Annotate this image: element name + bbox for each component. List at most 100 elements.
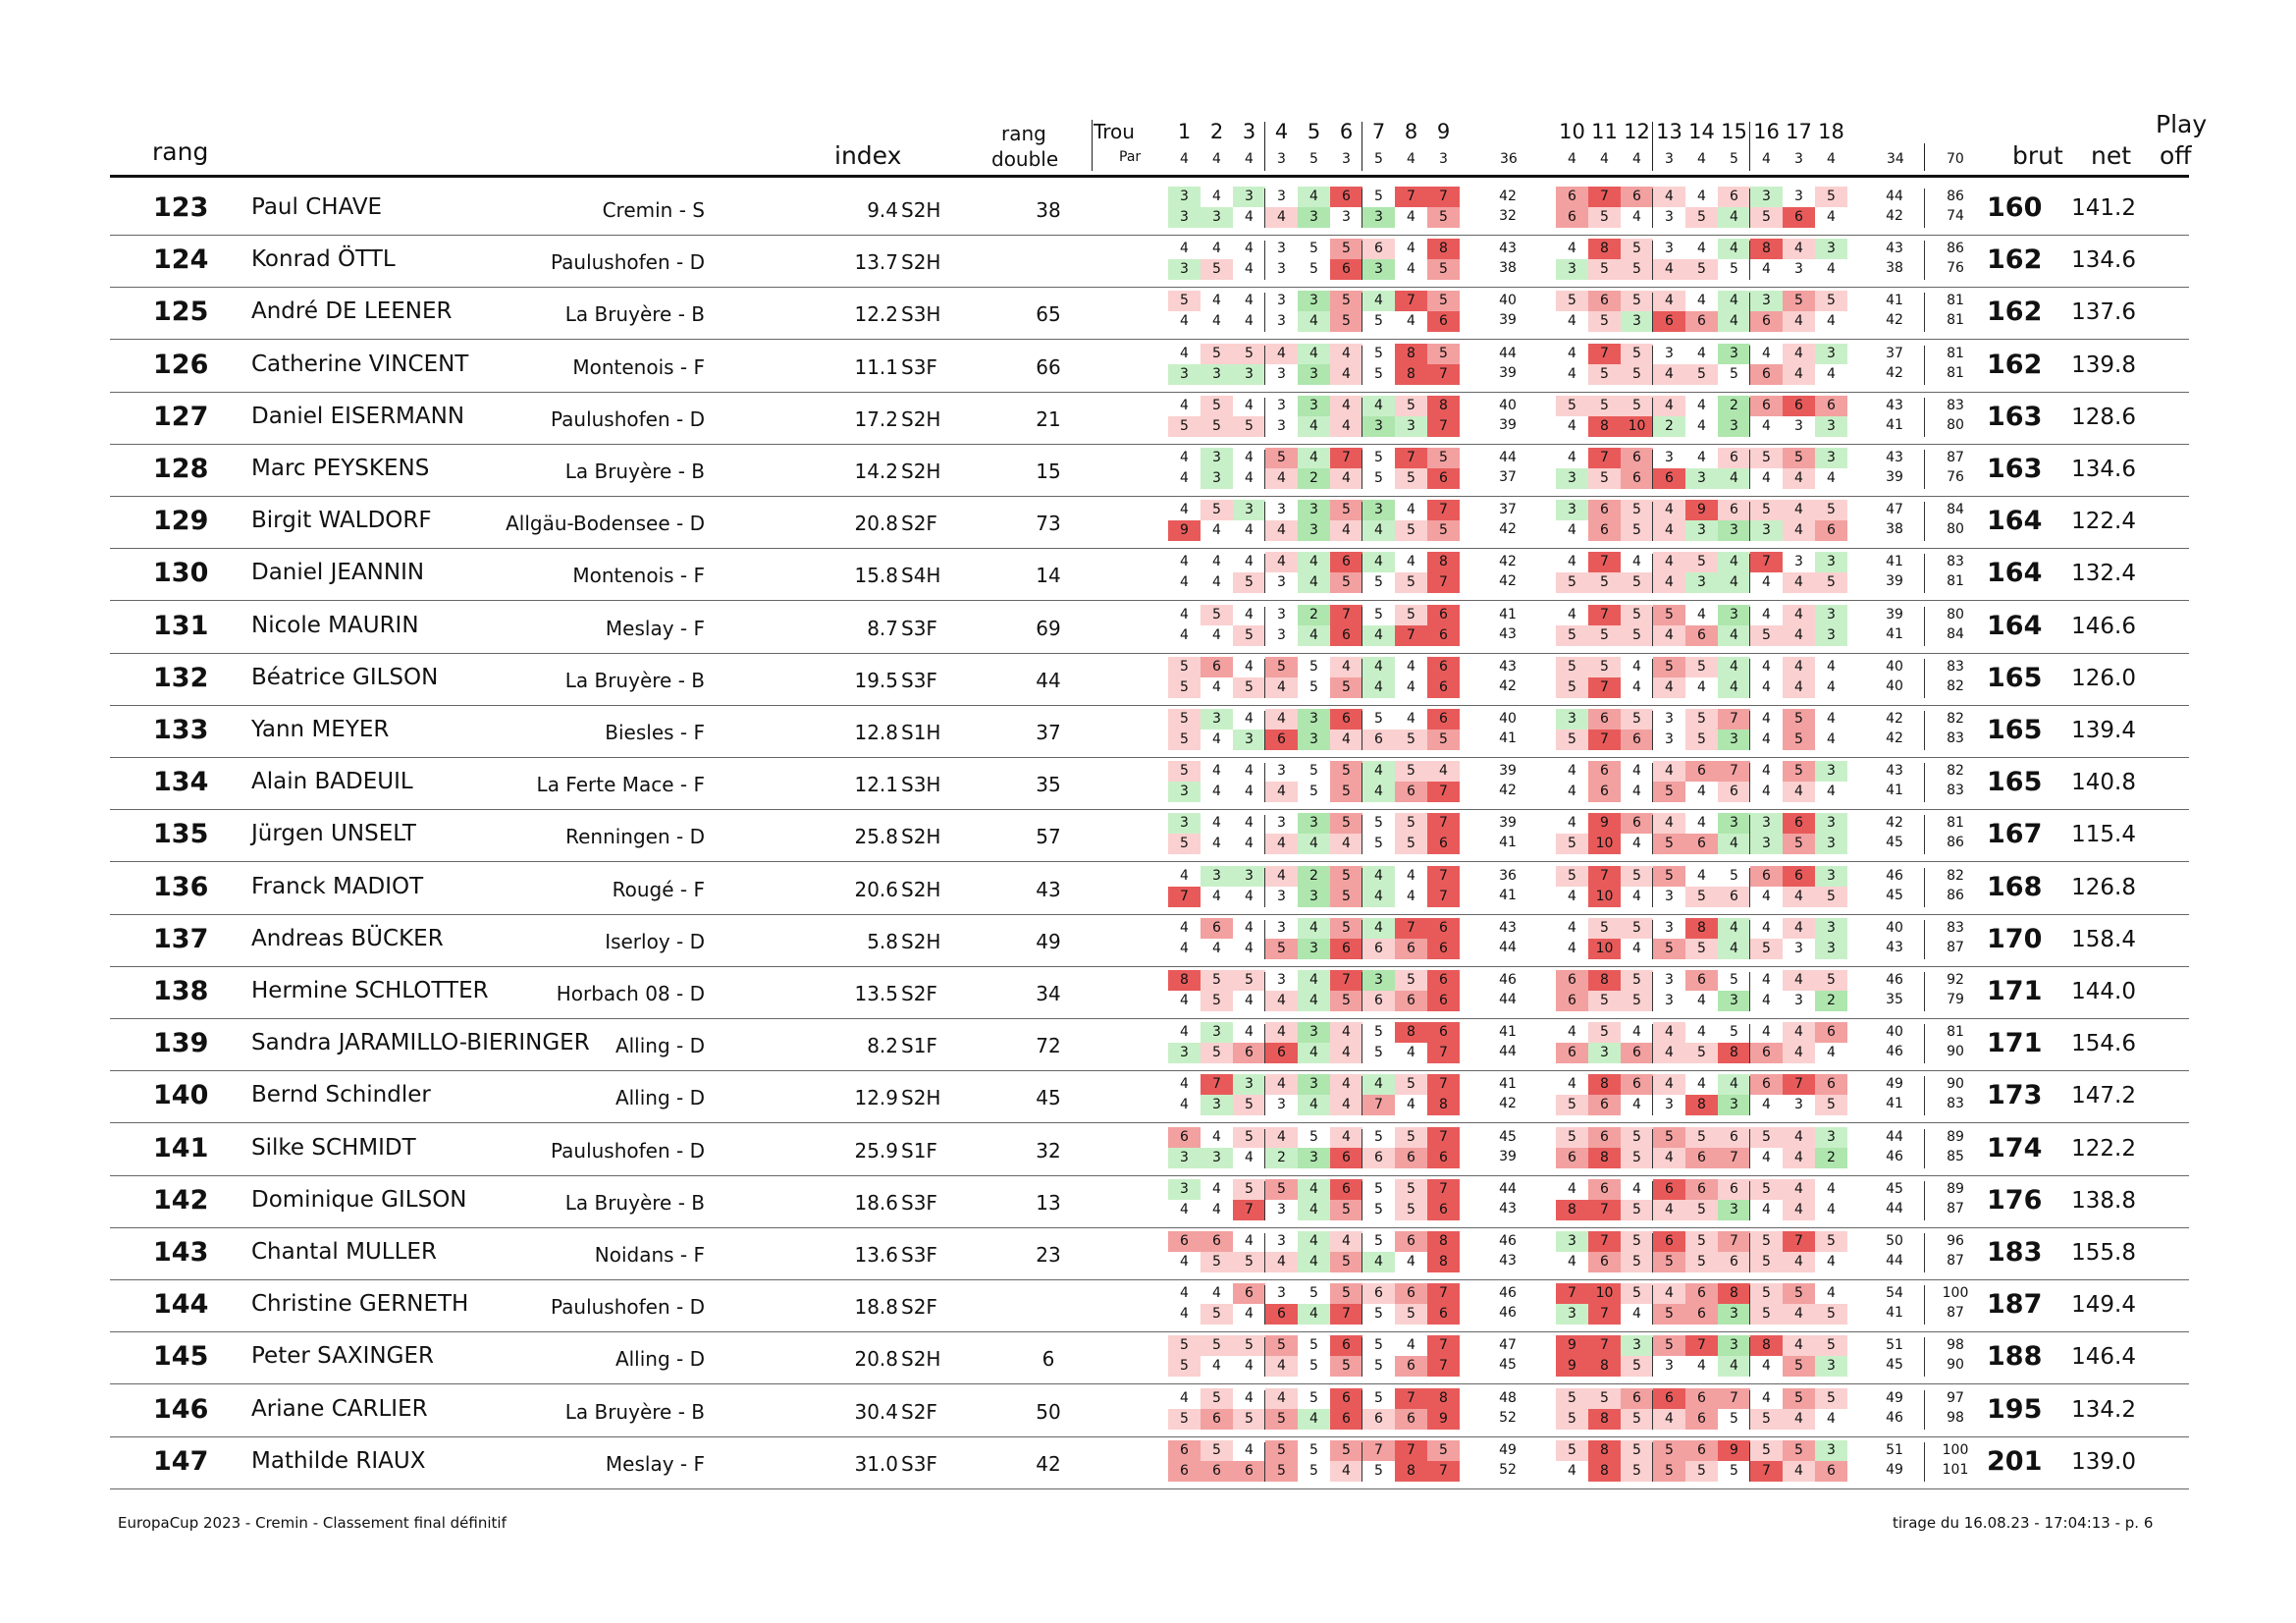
table-row: 140 Bernd Schindler Alling - D 12.9 S2H 45 173… [110, 1070, 2189, 1124]
hole-score: 4 [1783, 1147, 1815, 1168]
hole-score: 4 [1233, 938, 1265, 959]
hole-score: 5 [1330, 917, 1362, 939]
hole-score: 4 [1718, 624, 1750, 646]
brut-score: 187 [1987, 1289, 2043, 1321]
hole-score: 5 [1685, 363, 1718, 385]
brut-score: 173 [1987, 1080, 2043, 1111]
hole-number: 18 [1818, 120, 1844, 143]
hole-score: 6 [1168, 1126, 1201, 1148]
hole-group-divider [1749, 606, 1750, 646]
hole-score: 4 [1298, 991, 1330, 1011]
hole-score: 4 [1653, 572, 1685, 594]
hole-score: 7 [1588, 187, 1621, 207]
hole-score: 5 [1750, 1252, 1783, 1272]
total-divider [1924, 867, 1925, 907]
hole-score: 5 [1556, 656, 1588, 677]
round-total: 80 [1947, 416, 1964, 433]
hole-score: 7 [1395, 917, 1427, 939]
hole-score: 2 [1653, 415, 1685, 437]
hole-group-divider [1264, 502, 1265, 542]
hole-score: 4 [1330, 343, 1362, 364]
hole-score: 6 [1265, 1304, 1298, 1325]
hole-score: 6 [1330, 552, 1362, 573]
hole-score: 5 [1685, 1252, 1718, 1272]
hole-score: 3 [1556, 709, 1588, 730]
hole-score: 5 [1298, 1439, 1330, 1461]
in-subtotal: 51 [1886, 1441, 1903, 1458]
hole-score: 6 [1750, 311, 1783, 333]
out-subtotal: 42 [1499, 189, 1517, 204]
hole-score: 5 [1298, 1356, 1330, 1378]
hole-score: 5 [1330, 676, 1362, 698]
hole-score: 5 [1330, 500, 1362, 521]
hole-score: 4 [1815, 730, 1847, 750]
hole-score: 7 [1427, 813, 1460, 835]
hole-score: 4 [1718, 656, 1750, 677]
hole-score: 7 [1588, 1304, 1621, 1325]
hole-score: 4 [1556, 552, 1588, 573]
hole-par: 4 [1245, 151, 1254, 167]
round-total: 87 [1947, 939, 1964, 955]
hole-score: 5 [1233, 1335, 1265, 1357]
hole-score: 4 [1653, 624, 1685, 646]
rang-double: 15 [1036, 460, 1061, 483]
out-subtotal: 46 [1499, 1233, 1517, 1249]
hole-score: 5 [1168, 656, 1201, 677]
hole-score: 4 [1556, 343, 1588, 364]
hole-score: 4 [1395, 886, 1427, 907]
hole-score: 3 [1815, 552, 1847, 573]
hole-score: 8 [1588, 970, 1621, 991]
hole-score: 5 [1233, 1252, 1265, 1272]
hole-score: 7 [1427, 1460, 1460, 1482]
out-subtotal: 36 [1499, 867, 1517, 884]
hole-score: 7 [1588, 448, 1621, 468]
table-row: 129 Birgit WALDORF Allgäu-Bodensee - D 20.8… [110, 496, 2189, 550]
hole-score: 4 [1168, 991, 1201, 1011]
hole-score: 8 [1427, 1252, 1460, 1272]
hole-score: 3 [1750, 291, 1783, 312]
hole-score: 5 [1588, 917, 1621, 939]
hole-score: 4 [1298, 834, 1330, 855]
hole-score: 6 [1427, 656, 1460, 677]
hole-score: 6 [1427, 676, 1460, 698]
player-club: Montenois - F [572, 354, 705, 379]
player-category: S2F [901, 1399, 937, 1424]
hole-score: 4 [1750, 1022, 1783, 1044]
net-score: 139.0 [2071, 1448, 2136, 1475]
hole-score: 3 [1233, 865, 1265, 887]
hole-score: 5 [1621, 1439, 1653, 1461]
out-subtotal: 41 [1499, 1076, 1517, 1093]
hole-score: 4 [1783, 917, 1815, 939]
hole-score: 4 [1685, 343, 1718, 364]
hole-score: 3 [1685, 520, 1718, 542]
hole-score: 6 [1685, 624, 1718, 646]
hole-score: 4 [1233, 552, 1265, 573]
hole-score: 5 [1395, 572, 1427, 594]
hole-score: 9 [1718, 1439, 1750, 1461]
total-divider [1924, 1233, 1925, 1272]
total-divider [1924, 919, 1925, 959]
round-total: 101 [1942, 1461, 1969, 1478]
table-row: 124 Konrad ÖTTL Paulushofen - D 13.7 S2H 162 1… [110, 235, 2189, 289]
brut-score: 174 [1987, 1132, 2043, 1163]
hole-score: 4 [1783, 363, 1815, 385]
hole-score: 3 [1265, 415, 1298, 437]
hole-group-divider [1264, 711, 1265, 750]
hole-score: 4 [1621, 656, 1653, 677]
hole-score: 5 [1201, 415, 1233, 437]
hole-score: 4 [1233, 1387, 1265, 1409]
hole-score: 4 [1815, 656, 1847, 677]
hole-score: 6 [1427, 624, 1460, 646]
player-club: La Bruyère - B [564, 302, 705, 327]
hole-score: 6 [1427, 311, 1460, 333]
total-divider [1924, 1180, 1925, 1220]
rang-double: 66 [1036, 354, 1061, 379]
hole-score: 3 [1168, 782, 1201, 803]
hole-score: 4 [1298, 917, 1330, 939]
hole-score: 4 [1168, 311, 1201, 333]
hole-score: 4 [1233, 813, 1265, 835]
hole-score: 4 [1201, 813, 1233, 835]
hole-score: 6 [1201, 917, 1233, 939]
hole-score: 5 [1588, 259, 1621, 281]
player-name: Sandra JARAMILLO-BIERINGER [251, 1030, 590, 1056]
